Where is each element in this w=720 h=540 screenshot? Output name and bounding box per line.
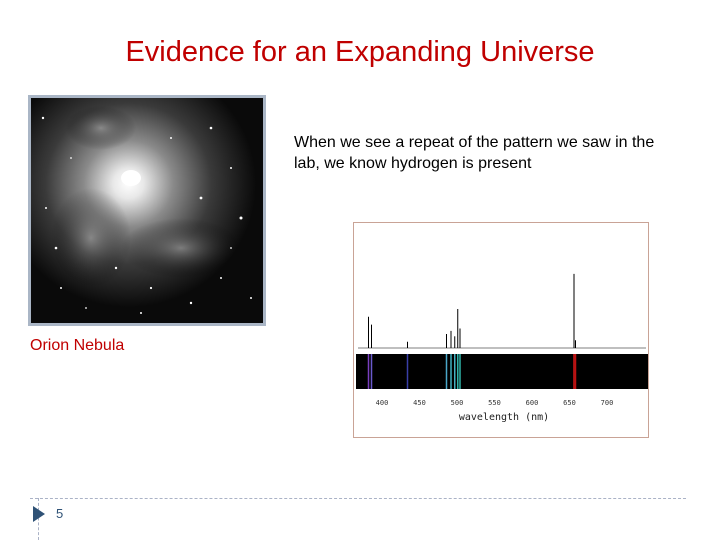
x-tick-label: 450 <box>413 399 426 407</box>
x-tick-label: 400 <box>376 399 389 407</box>
image-caption: Orion Nebula <box>30 337 125 354</box>
x-tick-label: 700 <box>601 399 614 407</box>
x-tick-label: 550 <box>488 399 501 407</box>
spectrum-band <box>356 354 648 389</box>
page-number: 5 <box>56 506 64 521</box>
x-tick-label: 650 <box>563 399 576 407</box>
x-tick-label: 600 <box>526 399 539 407</box>
slide-title: Evidence for an Expanding Universe <box>125 36 595 68</box>
x-tick-label: 500 <box>451 399 464 407</box>
footer-divider <box>30 498 686 499</box>
footer-arrow-icon <box>33 506 45 522</box>
hydrogen-spectrum-figure: 400 450 500 550 600 650 700 wavelength (nm) <box>353 222 649 438</box>
orion-nebula-image <box>28 95 266 326</box>
spectrum-plot: 400 450 500 550 600 650 700 wavelength (nm) <box>356 273 648 423</box>
x-axis-label: wavelength (nm) <box>459 412 549 423</box>
body-text: When we see a repeat of the pattern we s… <box>294 134 655 172</box>
